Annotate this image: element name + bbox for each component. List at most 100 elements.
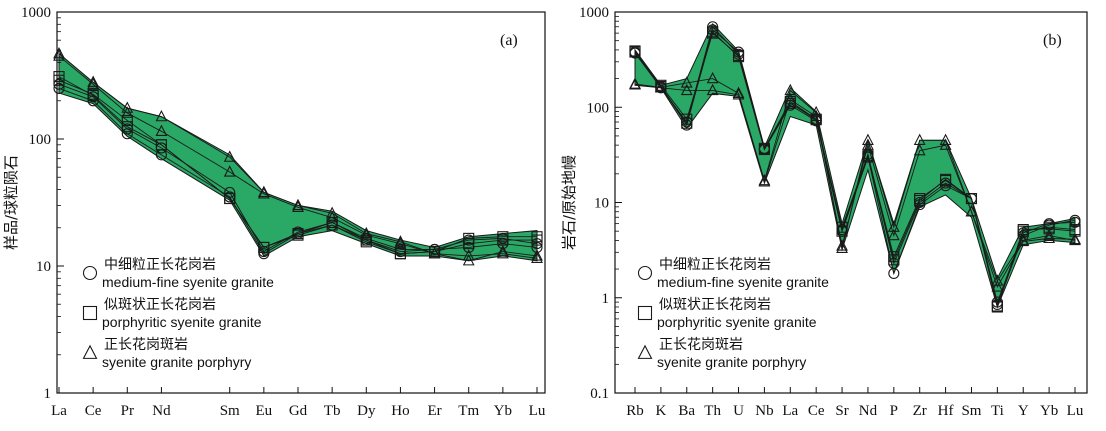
series-5-point bbox=[836, 241, 848, 254]
x-tick-label: Hf bbox=[938, 403, 954, 419]
legend-square-icon bbox=[637, 305, 653, 321]
x-tick-label: Gd bbox=[289, 403, 308, 419]
x-tick-label: Tm bbox=[458, 403, 479, 419]
x-tick-label: Eu bbox=[256, 403, 273, 419]
series-4-point bbox=[360, 236, 372, 248]
series-6-point bbox=[326, 211, 339, 223]
x-tick-label: Nb bbox=[755, 403, 773, 419]
x-tick-label: Ti bbox=[991, 403, 1004, 419]
series-5-point bbox=[531, 251, 543, 263]
x-tick-label: Ba bbox=[678, 403, 695, 419]
series-6-point bbox=[292, 200, 304, 212]
x-tick-label: Y bbox=[1018, 403, 1029, 419]
series-6-point bbox=[496, 244, 509, 257]
legend-label-cn: 正长花岗斑岩 bbox=[659, 337, 743, 353]
series-3-point bbox=[121, 121, 133, 133]
series-5-point bbox=[496, 246, 509, 259]
series-5-point bbox=[758, 173, 771, 186]
series-6-point bbox=[87, 77, 100, 89]
series-6-point bbox=[394, 236, 407, 249]
series-6-point bbox=[531, 249, 543, 261]
series-4-point bbox=[758, 143, 770, 156]
x-tick-label: U bbox=[733, 403, 744, 419]
panel-b: 0.1 1 10 100 1000 Rb K Ba Th U Nb La Ce Sr Nd P Zr Hf Sm Ti… bbox=[560, 5, 1088, 419]
series-4-point bbox=[53, 74, 65, 86]
series-2-point bbox=[224, 186, 236, 198]
series-5-point bbox=[292, 198, 304, 211]
y-axis-label: 样品/球粒陨石 bbox=[2, 155, 20, 250]
series-6-point bbox=[913, 143, 926, 156]
series-4-point bbox=[732, 51, 745, 63]
legend-label-en: medium-fine syenite granite bbox=[102, 274, 274, 290]
plot-frame bbox=[56, 11, 546, 394]
legend-triangle-icon bbox=[82, 344, 98, 359]
series-4-line bbox=[58, 79, 537, 255]
y-tick-label: 10 bbox=[36, 259, 51, 275]
series-5-point bbox=[1043, 228, 1056, 241]
x-tick-label: K bbox=[655, 403, 666, 419]
series-6-point bbox=[784, 93, 797, 105]
x-tick-label: P bbox=[890, 403, 898, 419]
series-2-line bbox=[58, 83, 538, 253]
series-6-point bbox=[428, 246, 441, 259]
series-4-point bbox=[497, 231, 509, 243]
legend-label-en: medium-fine syenite granite bbox=[657, 274, 829, 290]
series-6-point bbox=[121, 106, 134, 118]
series-2-point bbox=[1069, 216, 1081, 228]
series-5-point bbox=[257, 185, 270, 198]
series-6-point bbox=[257, 187, 270, 199]
y-tick-label: 1 bbox=[602, 291, 610, 307]
series-6-point bbox=[991, 280, 1004, 292]
y-tick-label: 1000 bbox=[21, 5, 51, 21]
series-5-point bbox=[155, 109, 168, 122]
x-tick-label: Lu bbox=[1067, 403, 1084, 419]
legend-label-cn: 似斑状正长花岗岩 bbox=[659, 297, 771, 313]
series-4-point bbox=[940, 174, 952, 187]
series-5-point bbox=[462, 249, 475, 261]
series-6-point bbox=[654, 81, 667, 93]
series-4-point bbox=[292, 229, 304, 241]
series-5-point bbox=[706, 71, 719, 84]
series-6-point bbox=[462, 254, 475, 266]
legend-label-cn: 似斑状正长花岗岩 bbox=[104, 297, 216, 313]
x-tick-label: Yb bbox=[1040, 403, 1058, 419]
series-4-point bbox=[531, 231, 543, 243]
series-5-point bbox=[732, 86, 745, 99]
series-4-point bbox=[629, 46, 641, 58]
series-6-point bbox=[758, 175, 771, 187]
series-4-point bbox=[1069, 225, 1081, 237]
series-6-point bbox=[939, 138, 952, 150]
series-6-point bbox=[836, 239, 848, 251]
legend-triangle-icon bbox=[637, 344, 653, 359]
series-4-point bbox=[888, 251, 900, 263]
x-tick-label: La bbox=[51, 403, 67, 419]
series-3-line bbox=[58, 76, 537, 255]
series-6-point bbox=[810, 109, 823, 122]
series-1-line bbox=[58, 88, 538, 255]
series-4-point bbox=[914, 193, 926, 205]
series-4-point bbox=[394, 248, 406, 260]
x-tick-label: Nd bbox=[152, 403, 171, 419]
series-6-point bbox=[1043, 231, 1056, 244]
series-6-point bbox=[732, 88, 745, 100]
legend-circle-icon bbox=[637, 265, 653, 281]
x-tick-label: Yb bbox=[494, 403, 512, 419]
x-tick-label: Ce bbox=[808, 403, 825, 419]
series-5-point bbox=[223, 150, 236, 162]
x-tick-label: Ce bbox=[85, 403, 102, 419]
series-4-point bbox=[121, 114, 133, 126]
y-tick-label: 0.1 bbox=[590, 386, 609, 402]
series-6-point bbox=[887, 228, 900, 241]
series-5-point bbox=[394, 235, 407, 247]
series-4-point bbox=[155, 139, 167, 151]
x-tick-label: Rb bbox=[626, 403, 644, 419]
legend-label-cn: 中细粒正长花岗岩 bbox=[659, 257, 771, 273]
series-5-line bbox=[58, 53, 538, 259]
x-tick-label: Sm bbox=[220, 403, 240, 419]
series-4-point bbox=[326, 219, 338, 231]
legend-label-cn: 正长花岗斑岩 bbox=[104, 337, 188, 353]
series-6-point bbox=[1069, 232, 1081, 245]
